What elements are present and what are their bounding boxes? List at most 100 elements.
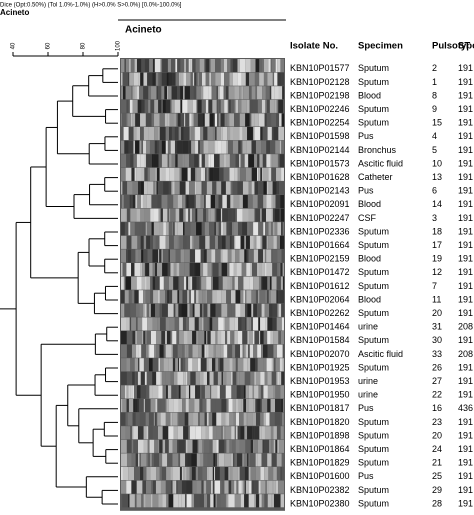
gel-band (237, 181, 243, 195)
gel-band (221, 412, 225, 426)
gel-band (250, 263, 252, 277)
gel-band (207, 303, 211, 317)
gel-band (251, 113, 255, 127)
gel-band (127, 181, 129, 195)
gel-band (184, 154, 190, 168)
gel-band (277, 222, 282, 236)
gel-band (257, 453, 262, 467)
gel-band (259, 426, 262, 440)
gel-band (217, 140, 222, 154)
gel-band (220, 99, 225, 113)
gel-band (169, 276, 174, 290)
gel-band (246, 399, 250, 413)
gel-band (150, 235, 153, 249)
gel-band (195, 127, 201, 141)
gel-band (263, 195, 267, 209)
gel-band (237, 59, 240, 73)
gel-band (169, 154, 172, 168)
table-cell: KBN10P01472 (290, 267, 350, 277)
gel-band (167, 154, 170, 168)
gel-band (215, 72, 221, 86)
gel-band (141, 59, 145, 73)
gel-band (229, 99, 231, 113)
gel-band (261, 99, 266, 113)
gel-band (146, 385, 150, 399)
gel-band (213, 344, 216, 358)
gel-band (121, 412, 126, 426)
gel-band (241, 99, 247, 113)
gel-band (231, 235, 235, 249)
gel-band (165, 331, 167, 345)
table-cell: 20 (432, 430, 442, 440)
gel-band (276, 426, 281, 440)
gel-band (258, 249, 264, 263)
gel-band (181, 467, 184, 481)
gel-band (251, 140, 256, 154)
gel-band (152, 276, 156, 290)
gel-band (132, 99, 138, 113)
gel-band (132, 331, 136, 345)
gel-band (263, 439, 270, 453)
gel-band (128, 467, 135, 481)
gel-band (189, 86, 194, 100)
gel-band (152, 59, 155, 73)
table-cell: Sputum (358, 362, 389, 372)
gel-band (203, 208, 207, 222)
gel-band (180, 59, 185, 73)
gel-band (255, 140, 262, 154)
gel-band (208, 358, 213, 372)
gel-band (140, 181, 144, 195)
gel-band (202, 290, 206, 304)
gel-band (268, 290, 271, 304)
gel-band (266, 358, 272, 372)
gel-band (181, 480, 187, 494)
gel-band (247, 412, 253, 426)
gel-band (172, 358, 176, 372)
gel-band (163, 358, 169, 372)
gel-band (211, 86, 217, 100)
gel-band (240, 154, 243, 168)
gel-band (130, 154, 134, 168)
table-cell: Sputum (358, 63, 389, 73)
gel-band (223, 344, 228, 358)
table-cell: KBN10P02070 (290, 349, 350, 359)
gel-band (198, 72, 203, 86)
gel-band (186, 235, 191, 249)
table-cell: Sputum (358, 308, 389, 318)
gel-band (179, 331, 184, 345)
gel-band (142, 317, 148, 331)
table-cell: 191 (458, 294, 473, 304)
gel-band (266, 181, 269, 195)
gel-band (278, 99, 284, 113)
gel-band (175, 59, 178, 73)
gel-band (127, 412, 133, 426)
gel-band (224, 59, 228, 73)
gel-band (258, 167, 261, 181)
gel-band (184, 86, 190, 100)
gel-band (188, 195, 195, 209)
gel-band (215, 303, 221, 317)
gel-band (153, 222, 160, 236)
gel-band (239, 195, 243, 209)
gel-band (183, 127, 189, 141)
gel-band (262, 235, 267, 249)
gel-band (278, 86, 283, 100)
gel-band (192, 331, 197, 345)
gel-band (277, 303, 279, 317)
table-cell: KBN10P02254 (290, 118, 350, 128)
gel-band (143, 303, 146, 317)
gel-band (250, 371, 255, 385)
gel-band (184, 113, 186, 127)
gel-band (139, 303, 144, 317)
gel-band (155, 263, 158, 277)
gel-band (227, 276, 231, 290)
gel-band (151, 222, 154, 236)
table-cell: 191 (458, 335, 473, 345)
gel-band (273, 385, 276, 399)
gel-band (220, 208, 223, 222)
gel-band (167, 195, 174, 209)
gel-band (126, 344, 132, 358)
gel-band (208, 167, 210, 181)
gel-band (165, 317, 170, 331)
gel-band (209, 371, 214, 385)
